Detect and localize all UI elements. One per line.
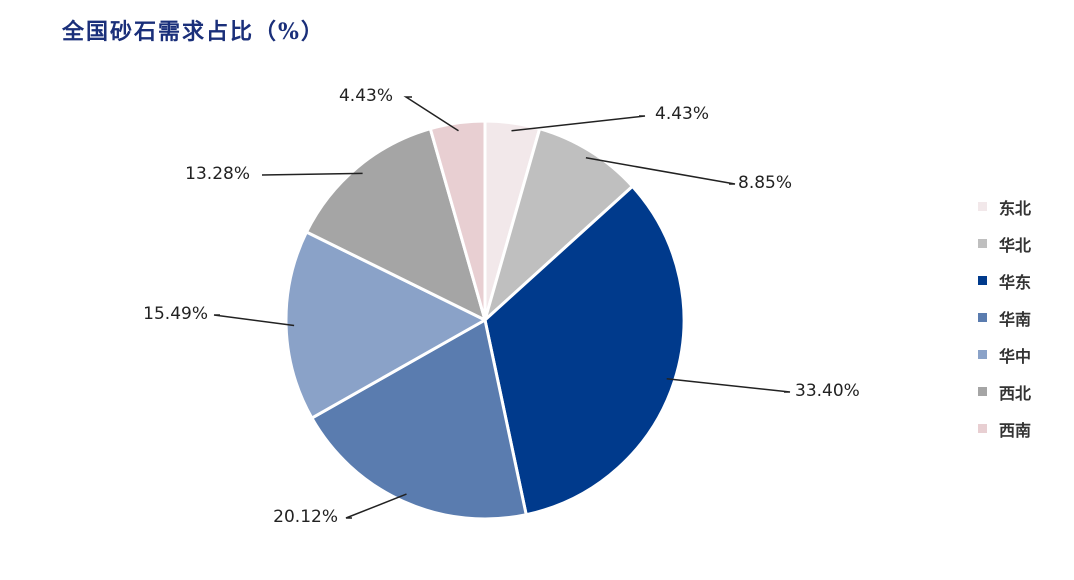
leader-line-4 [345, 493, 407, 519]
pie-slice-7 [428, 119, 487, 322]
slice-label-3: 33.40% [795, 381, 860, 401]
leader-line-2 [585, 157, 736, 185]
legend-label: 华北 [999, 235, 1032, 255]
slice-label-5: 15.49% [143, 304, 208, 324]
pie-slices [284, 119, 686, 521]
legend-swatch [978, 313, 987, 322]
legend-label: 华东 [999, 272, 1032, 292]
slice-label-4: 20.12% [273, 507, 338, 527]
leader-line-1 [511, 115, 646, 132]
slice-label-2: 8.85% [738, 173, 792, 193]
legend-label: 东北 [999, 198, 1032, 218]
legend-label: 华中 [999, 346, 1032, 366]
slice-label-1: 4.43% [655, 104, 709, 124]
legend-item-3: 华东 [978, 262, 1068, 299]
legend-item-2: 华北 [978, 225, 1068, 262]
legend-item-1: 东北 [978, 188, 1068, 225]
legend-item-6: 西北 [978, 373, 1068, 410]
leader-line-3 [666, 378, 791, 393]
legend-swatch [978, 239, 987, 248]
legend: 东北华北华东华南华中西北西南 [978, 188, 1068, 447]
leader-lines [213, 96, 791, 519]
pie-slice-3 [483, 184, 686, 517]
legend-item-4: 华南 [978, 299, 1068, 336]
pie-slice-2 [483, 127, 634, 322]
legend-label: 西南 [999, 420, 1032, 440]
slice-label-6: 13.28% [185, 164, 250, 184]
legend-swatch [978, 424, 987, 433]
pie-slice-4 [310, 318, 528, 521]
chart-title: 全国砂石需求占比（%） [62, 19, 325, 45]
slice-labels: 4.43% 8.85% 33.40% 20.12% 15.49% 13.28% 4.43% [143, 86, 860, 527]
leader-line-6 [261, 172, 363, 176]
legend-swatch [978, 350, 987, 359]
legend-label: 西北 [999, 383, 1032, 403]
leader-line-5 [213, 314, 295, 327]
legend-label: 华南 [999, 309, 1032, 329]
legend-swatch [978, 276, 987, 285]
legend-swatch [978, 387, 987, 396]
legend-item-5: 华中 [978, 336, 1068, 373]
pie-slice-5 [284, 230, 487, 420]
leader-line-7 [403, 96, 459, 132]
legend-item-7: 西南 [978, 410, 1068, 447]
legend-swatch [978, 202, 987, 211]
pie-slice-6 [305, 127, 487, 322]
slice-label-7: 4.43% [339, 86, 393, 106]
